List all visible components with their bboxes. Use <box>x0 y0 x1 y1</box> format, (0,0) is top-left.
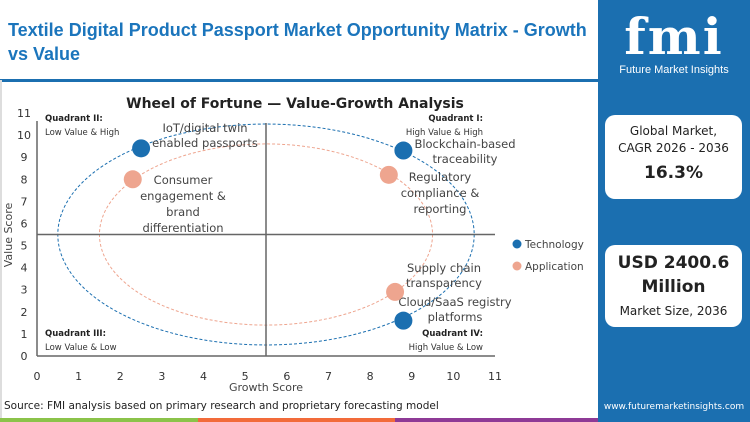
data-label: enabled passports <box>152 136 258 150</box>
quadrant-description: Low Value & High <box>45 128 119 138</box>
logo-mark: fmi <box>624 7 724 66</box>
data-label: brand <box>166 205 200 219</box>
chart-title: Wheel of Fortune — Value-Growth Analysis <box>126 96 464 112</box>
data-label: Blockchain-based <box>414 137 515 151</box>
y-tick-label: 2 <box>21 306 28 319</box>
x-tick-label: 7 <box>325 370 332 383</box>
fmi-logo: fmi Future Market Insights <box>598 7 750 77</box>
y-tick-label: 0 <box>21 350 28 363</box>
x-tick-label: 11 <box>488 370 502 383</box>
data-label: engagement & <box>140 189 226 203</box>
y-tick-label: 7 <box>21 195 28 208</box>
y-tick-label: 10 <box>17 129 31 142</box>
legend-label: Application <box>525 261 584 273</box>
data-point <box>123 170 142 189</box>
stripe-orange <box>198 418 395 422</box>
y-tick-label: 4 <box>21 262 28 275</box>
data-label: Regulatory <box>409 170 472 184</box>
data-label: Cloud/SaaS registry <box>398 295 511 309</box>
market-size-label: Market Size, 2036 <box>619 304 728 318</box>
quadrant-description: High Value & Low <box>409 343 483 353</box>
source-note: Source: FMI analysis based on primary re… <box>4 400 439 412</box>
data-point <box>394 141 413 160</box>
cagr-label-2: CAGR 2026 - 2036 <box>618 141 729 155</box>
data-label: reporting <box>414 202 467 216</box>
legend-label: Technology <box>524 239 584 251</box>
y-tick-label: 11 <box>17 107 31 120</box>
x-tick-label: 3 <box>158 370 165 383</box>
data-label: platforms <box>428 310 483 324</box>
quadrant-description: High Value & High <box>406 128 483 138</box>
left-border <box>0 80 2 420</box>
side-panel: fmi Future Market Insights Global Market… <box>598 0 750 422</box>
y-tick-label: 1 <box>21 328 28 341</box>
quadrant-name: Quadrant III: <box>45 329 106 339</box>
x-tick-label: 1 <box>75 370 82 383</box>
data-point <box>379 165 398 184</box>
data-label: differentiation <box>142 221 223 235</box>
y-tick-label: 6 <box>21 217 28 230</box>
x-tick-label: 9 <box>408 370 415 383</box>
market-size-value-2: Million <box>641 277 706 297</box>
x-tick-label: 6 <box>283 370 290 383</box>
legend-marker <box>512 261 522 271</box>
legend-marker <box>512 239 522 249</box>
x-tick-label: 4 <box>200 370 207 383</box>
data-label: Consumer <box>154 173 213 187</box>
stripe-purple <box>395 418 598 422</box>
cagr-label-1: Global Market, <box>629 124 718 138</box>
x-tick-label: 2 <box>117 370 124 383</box>
data-label: IoT/digital twin <box>162 121 247 135</box>
data-label: traceability <box>433 152 498 166</box>
data-point <box>394 311 413 330</box>
quadrant-name: Quadrant II: <box>45 114 103 124</box>
x-tick-label: 0 <box>34 370 41 383</box>
logo-subtitle: Future Market Insights <box>619 64 729 76</box>
chart: Wheel of Fortune — Value-Growth Analysis… <box>2 96 584 394</box>
quadrant-description: Low Value & Low <box>45 343 117 353</box>
y-tick-label: 5 <box>21 240 28 253</box>
cagr-card: Global Market, CAGR 2026 - 2036 16.3% <box>605 115 742 199</box>
website-link[interactable]: www.futuremarketinsights.com <box>603 402 745 412</box>
x-tick-label: 8 <box>367 370 374 383</box>
y-axis-label: Value Score <box>2 203 15 268</box>
y-tick-label: 3 <box>21 284 28 297</box>
y-tick-label: 8 <box>21 173 28 186</box>
x-tick-label: 10 <box>446 370 460 383</box>
data-point <box>132 139 151 158</box>
page-title: Textile Digital Product Passport Market … <box>8 20 587 64</box>
x-tick-label: 5 <box>242 370 249 383</box>
y-tick-label: 9 <box>21 151 28 164</box>
quadrant-name: Quadrant I: <box>428 114 483 124</box>
data-label: Supply chain <box>407 261 481 275</box>
data-label: compliance & <box>401 186 480 200</box>
market-size-value-1: USD 2400.6 <box>617 253 730 273</box>
data-point <box>386 282 405 301</box>
cagr-value: 16.3% <box>644 163 703 183</box>
market-size-card: USD 2400.6 Million Market Size, 2036 <box>605 245 742 327</box>
header-divider <box>0 79 598 82</box>
x-axis-label: Growth Score <box>229 381 303 394</box>
data-label: transparency <box>406 276 482 290</box>
stripe-green <box>0 418 198 422</box>
quadrant-name: Quadrant IV: <box>422 329 483 339</box>
